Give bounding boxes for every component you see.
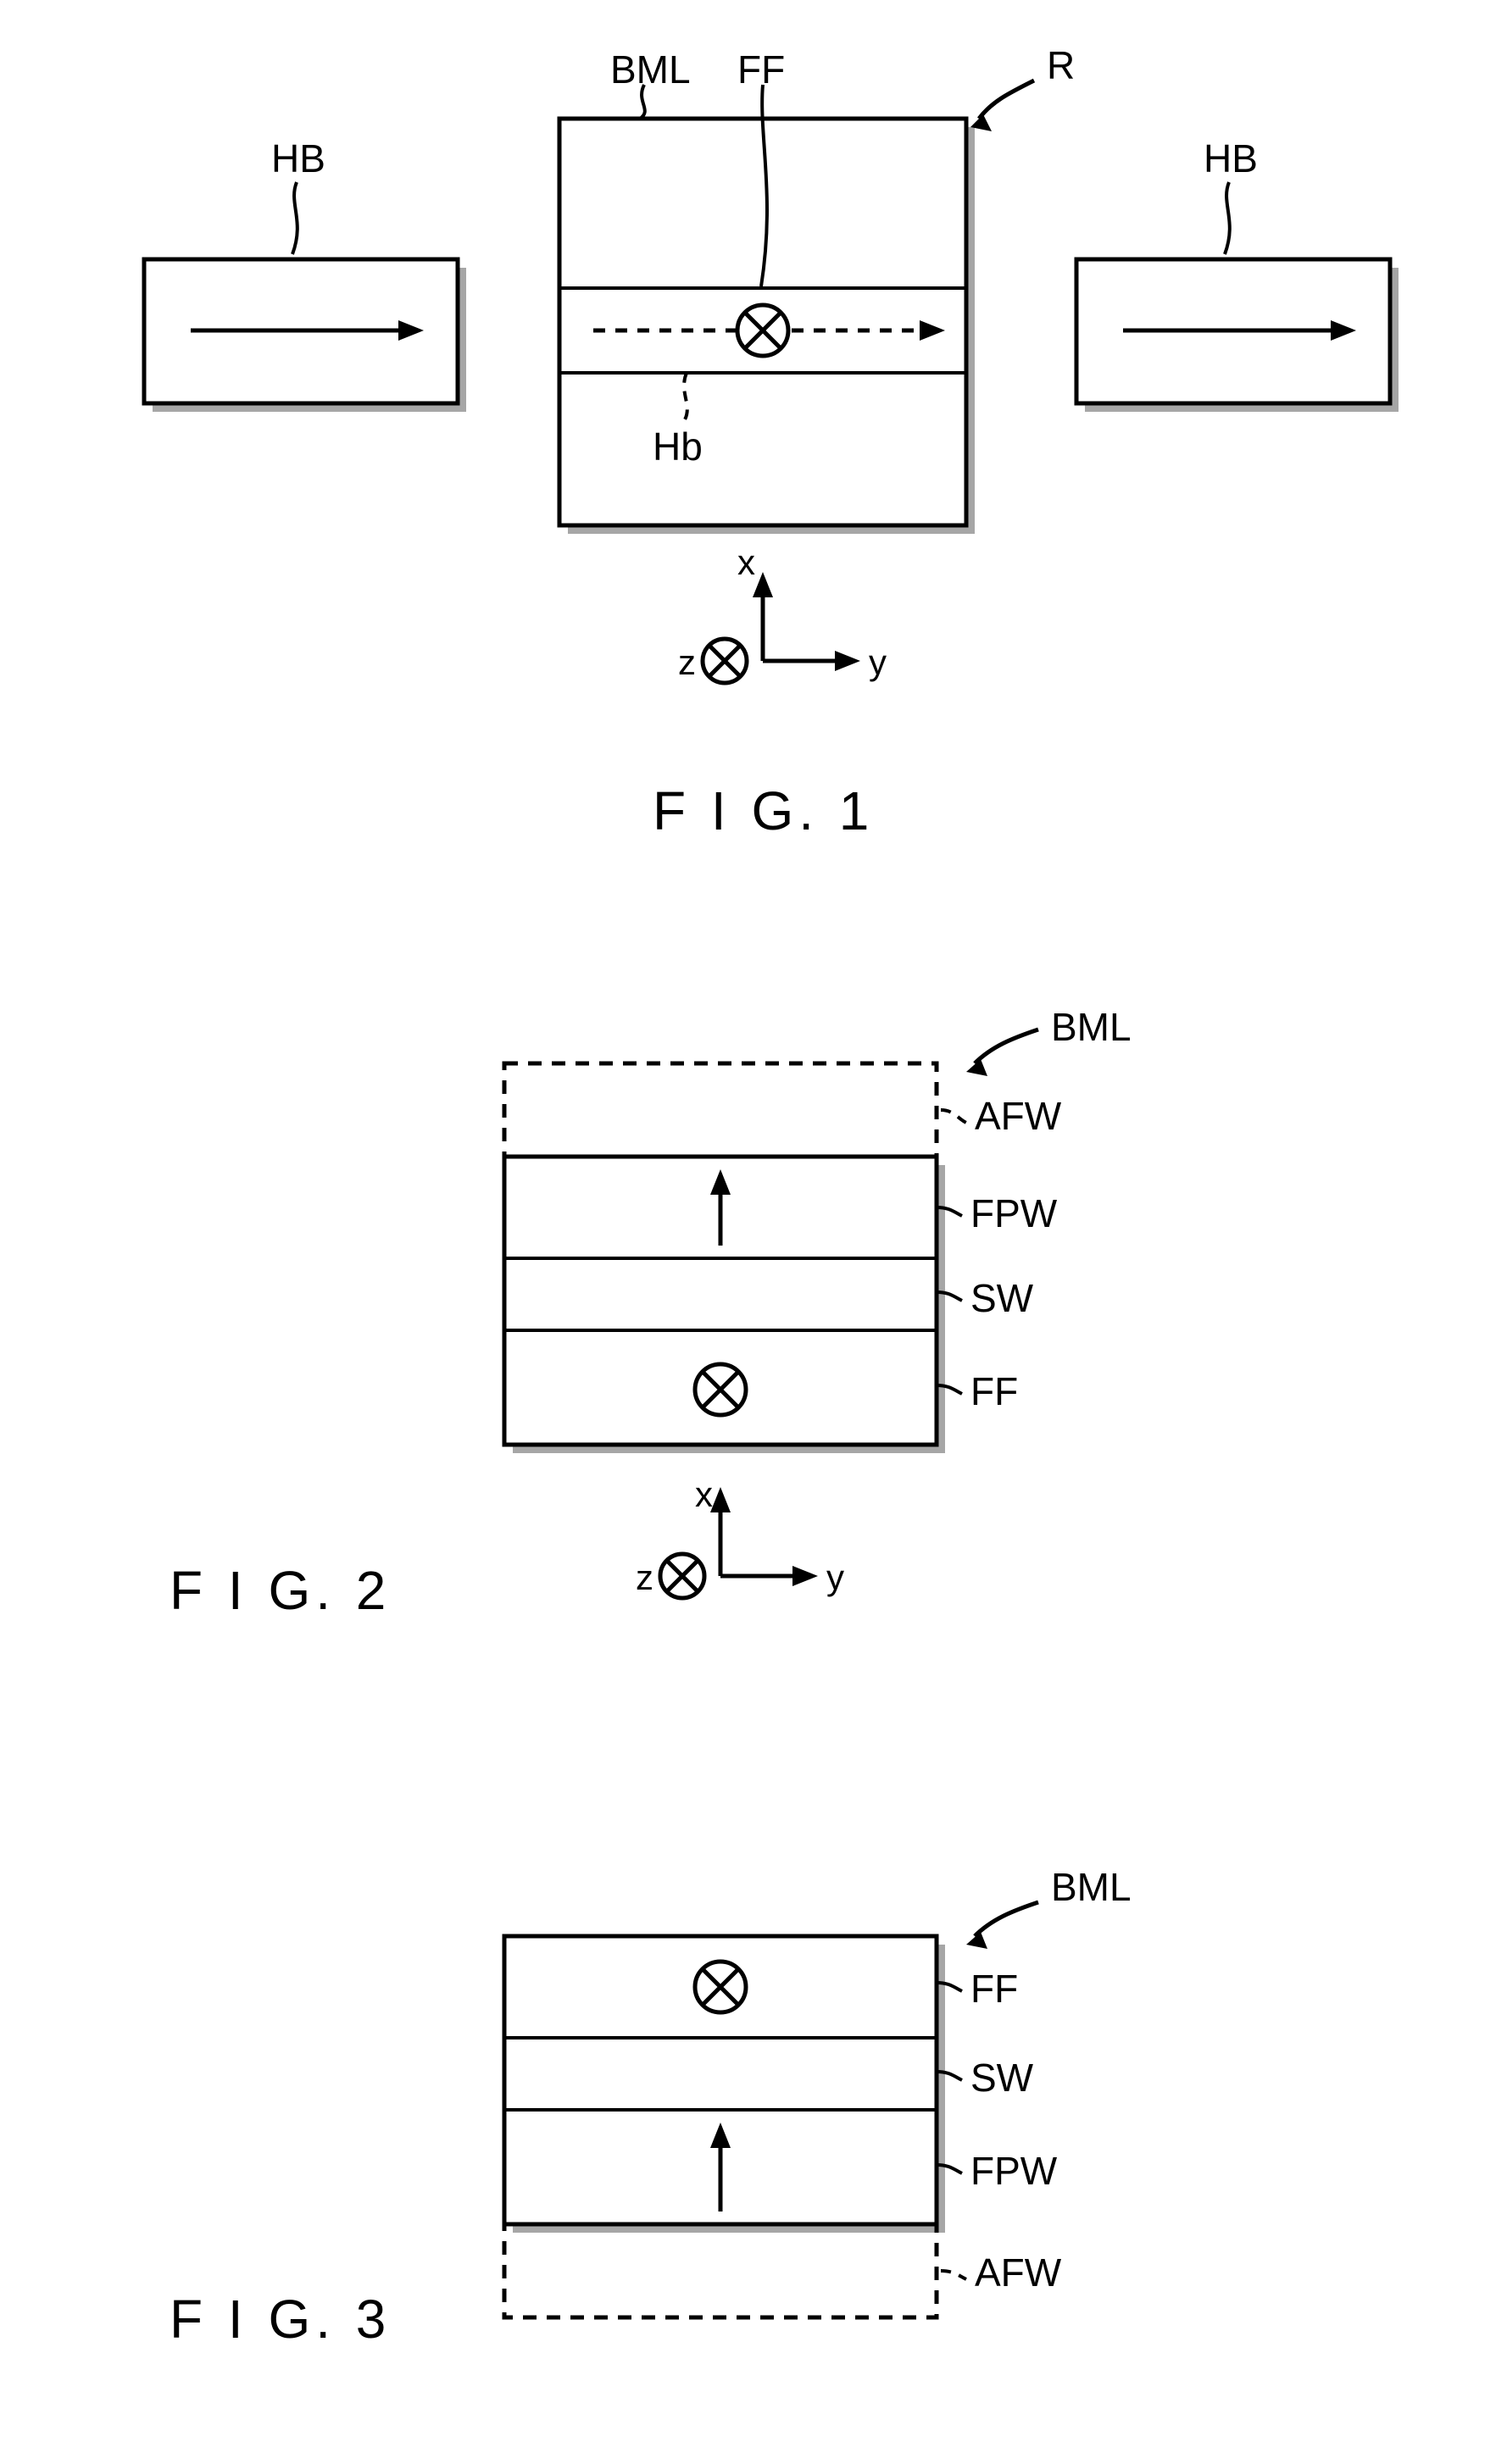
fig1-svg [0, 0, 1507, 890]
fig1-hb-left [144, 182, 466, 412]
fig1-label-r: R [1047, 42, 1075, 88]
fig2-label-bml: BML [1051, 1004, 1132, 1050]
fig1-label-ff: FF [737, 47, 785, 92]
fig2-stack [504, 1063, 966, 1453]
fig1-hb-right [1076, 182, 1399, 412]
fig1-axis-y: y [869, 642, 887, 683]
fig1-title: F I G. 1 [653, 780, 874, 842]
fig2-label-fpw: FPW [970, 1190, 1057, 1236]
fig2-label-ff: FF [970, 1368, 1018, 1414]
fig2-axis-x: x [695, 1474, 713, 1515]
fig1-label-hb-right: HB [1204, 136, 1258, 181]
fig1-label-hb-left: HB [271, 136, 325, 181]
fig1-label-hb-lower: Hb [653, 424, 703, 469]
fig2-axis-y: y [826, 1557, 844, 1598]
fig3-svg [0, 1864, 1507, 2457]
fig1-axis-x: x [737, 542, 755, 583]
fig3-label-fpw: FPW [970, 2148, 1057, 2194]
page: HB BML FF R HB Hb x y z F I G. 1 [0, 0, 1507, 2464]
fig1-label-bml: BML [610, 47, 691, 92]
fig3-label-bml: BML [1051, 1864, 1132, 1910]
fig2-axis-z: z [636, 1557, 653, 1598]
fig3-label-sw: SW [970, 2055, 1033, 2101]
fig2-label-afw: AFW [975, 1093, 1061, 1139]
fig3-title: F I G. 3 [170, 2288, 391, 2350]
fig1-bml-block [559, 80, 1034, 534]
fig2-title: F I G. 2 [170, 1559, 391, 1622]
fig2-svg [0, 1000, 1507, 1644]
fig3-label-ff: FF [970, 1966, 1018, 2012]
fig1-axis-z: z [678, 642, 696, 683]
fig1-axes [703, 572, 860, 683]
fig3-stack [504, 1936, 966, 2317]
fig3-label-afw: AFW [975, 2250, 1061, 2295]
fig2-label-sw: SW [970, 1275, 1033, 1321]
fig2-axes [660, 1487, 818, 1598]
